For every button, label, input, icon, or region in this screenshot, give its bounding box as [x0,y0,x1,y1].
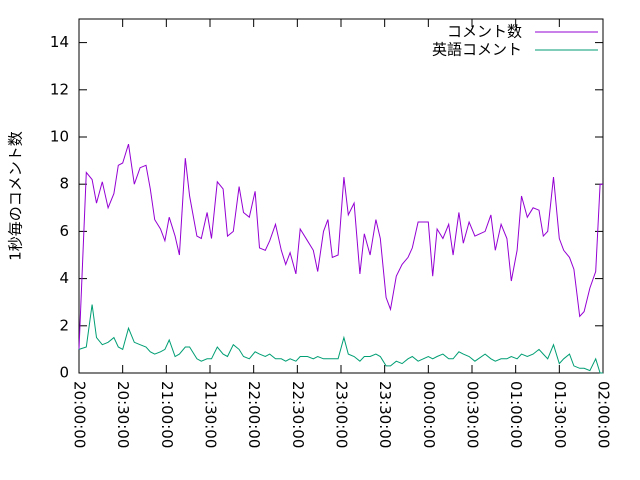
legend-label: 英語コメント [432,41,522,59]
y-tick-label: 6 [59,222,69,240]
x-tick-label: 22:00:00 [245,381,263,448]
y-tick-label: 0 [59,364,69,382]
x-tick-label: 21:30:00 [202,381,220,448]
y-axis-label: 1秒毎のコメント数 [7,131,25,261]
y-tick-label: 10 [50,128,69,146]
x-tick-label: 23:30:00 [376,381,394,448]
x-tick-label: 01:00:00 [507,381,525,448]
x-tick-label: 21:00:00 [158,381,176,448]
x-tick-label: 02:00:00 [595,381,613,448]
x-tick-label: 00:30:00 [464,381,482,448]
x-tick-label: 20:30:00 [114,381,132,448]
y-tick-label: 4 [59,269,69,287]
x-tick-label: 01:30:00 [551,381,569,448]
x-tick-label: 20:00:00 [71,381,89,448]
y-tick-label: 14 [50,33,69,51]
y-tick-label: 2 [59,316,69,334]
x-tick-label: 23:00:00 [333,381,351,448]
x-tick-label: 00:00:00 [420,381,438,448]
x-tick-label: 22:30:00 [289,381,307,448]
series-line [78,304,603,374]
series-line [78,143,603,350]
plot-frame [78,18,604,374]
legend-label: コメント数 [447,23,522,41]
y-tick-label: 8 [59,175,69,193]
y-tick-label: 12 [50,80,69,98]
